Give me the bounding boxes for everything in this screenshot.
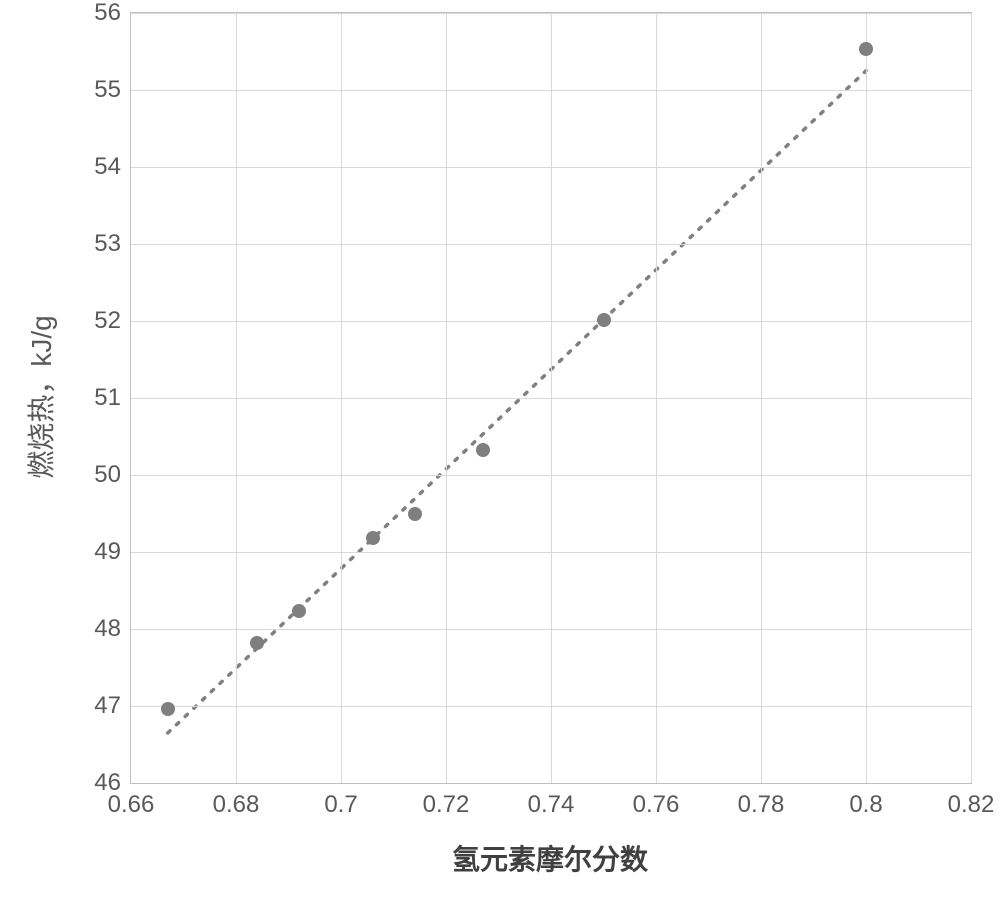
- x-tick-label: 0.66: [108, 791, 155, 819]
- x-tick-label: 0.72: [423, 791, 470, 819]
- y-tick-label: 52: [94, 307, 121, 335]
- x-tick-label: 0.82: [948, 791, 995, 819]
- plot-area: 46474849505152535455560.660.680.70.720.7…: [130, 12, 972, 784]
- gridline-v: [236, 13, 237, 783]
- data-point: [366, 531, 380, 545]
- data-point: [476, 443, 490, 457]
- x-tick-label: 0.7: [324, 791, 357, 819]
- gridline-v: [341, 13, 342, 783]
- y-tick-label: 48: [94, 615, 121, 643]
- data-point: [292, 604, 306, 618]
- x-tick-label: 0.78: [738, 791, 785, 819]
- y-tick-label: 47: [94, 692, 121, 720]
- gridline-v: [866, 13, 867, 783]
- gridline-v: [971, 13, 972, 783]
- y-tick-label: 51: [94, 384, 121, 412]
- gridline-v: [446, 13, 447, 783]
- data-point: [597, 313, 611, 327]
- x-tick-label: 0.76: [633, 791, 680, 819]
- data-point: [250, 636, 264, 650]
- gridline-v: [656, 13, 657, 783]
- combustion-heat-chart: 46474849505152535455560.660.680.70.720.7…: [0, 0, 1000, 909]
- y-tick-label: 54: [94, 153, 121, 181]
- data-point: [408, 507, 422, 521]
- y-tick-label: 49: [94, 538, 121, 566]
- gridline-v: [761, 13, 762, 783]
- x-tick-label: 0.74: [528, 791, 575, 819]
- x-tick-label: 0.68: [213, 791, 260, 819]
- data-point: [161, 702, 175, 716]
- y-tick-label: 50: [94, 461, 121, 489]
- y-tick-label: 56: [94, 0, 121, 27]
- gridline-v: [551, 13, 552, 783]
- data-point: [859, 42, 873, 56]
- y-tick-label: 53: [94, 230, 121, 258]
- y-tick-label: 55: [94, 76, 121, 104]
- y-axis-title: 燃烧热，kJ/g: [20, 315, 60, 478]
- x-tick-label: 0.8: [849, 791, 882, 819]
- x-axis-title: 氢元素摩尔分数: [452, 838, 648, 878]
